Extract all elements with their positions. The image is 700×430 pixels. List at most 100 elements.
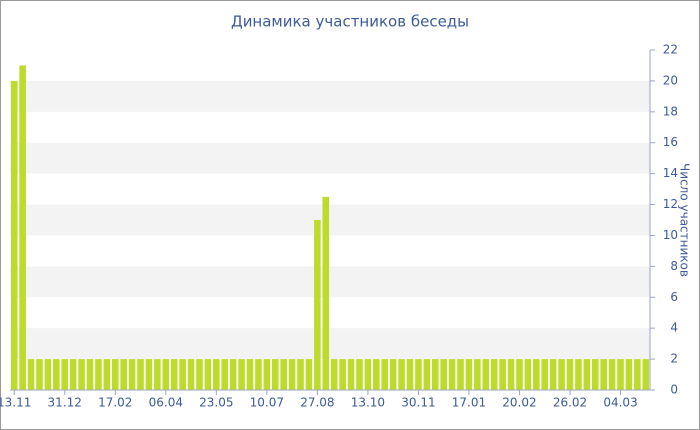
bar (305, 359, 313, 390)
bar (533, 359, 540, 390)
bar (499, 359, 506, 390)
bar (154, 359, 161, 390)
bar (634, 359, 641, 390)
bar (314, 220, 321, 390)
bar (27, 359, 35, 390)
bar (86, 359, 94, 390)
x-tick-label: 17.02 (98, 396, 132, 410)
y-tick-label: 4 (670, 321, 678, 335)
bar (415, 359, 422, 390)
bar (347, 359, 355, 390)
y-tick-label: 0 (670, 383, 678, 397)
bar (373, 359, 380, 390)
bar (575, 359, 582, 390)
bar (398, 359, 405, 390)
x-tick-label: 13.10 (351, 396, 385, 410)
bar (103, 359, 111, 390)
bar (364, 359, 372, 390)
x-tick-label: 31.12 (48, 396, 82, 410)
x-tick-label: 30.11 (401, 396, 435, 410)
chart-title: Динамика участников беседы (231, 13, 469, 31)
grid-band (10, 142, 650, 174)
y-tick-label: 12 (663, 197, 678, 211)
y-tick-label: 2 (670, 352, 678, 366)
x-tick-label: 20.02 (502, 396, 536, 410)
y-tick-label: 16 (663, 135, 678, 149)
bar (440, 359, 447, 390)
y-tick-label: 8 (670, 259, 678, 273)
bar (507, 359, 515, 390)
bar (406, 359, 414, 390)
y-axis-label: Число участников (678, 163, 692, 277)
x-tick-label: 17.01 (452, 396, 486, 410)
y-tick-label: 14 (663, 166, 678, 180)
x-tick-label: 23.05 (199, 396, 233, 410)
bar (465, 359, 473, 390)
bar (625, 359, 633, 390)
bar (179, 359, 186, 390)
bar (457, 359, 464, 390)
bar (170, 359, 178, 390)
bar (558, 359, 565, 390)
bar (516, 359, 523, 390)
bar (330, 359, 338, 390)
bar (549, 359, 557, 390)
bar (591, 359, 599, 390)
bar (431, 359, 439, 390)
bar (423, 359, 431, 390)
bar (221, 359, 229, 390)
x-tick-label: 10.07 (250, 396, 284, 410)
bar (36, 359, 43, 390)
bar (213, 359, 220, 390)
y-tick-label: 6 (670, 290, 678, 304)
bar (95, 359, 102, 390)
grid-band (10, 80, 650, 112)
bar (61, 359, 69, 390)
bar (44, 359, 52, 390)
bar (297, 359, 304, 390)
x-tick-label: 26.02 (553, 396, 587, 410)
bar (474, 359, 481, 390)
bar (19, 65, 26, 391)
bar (524, 359, 532, 390)
bar (356, 359, 363, 390)
bar (339, 359, 346, 390)
bar (448, 359, 456, 390)
bar (617, 359, 624, 390)
bar (246, 359, 254, 390)
bar (69, 359, 77, 390)
x-tick-label: 27.08 (300, 396, 334, 410)
bar (162, 359, 170, 390)
bar (204, 359, 212, 390)
bar (541, 359, 549, 390)
bar (583, 359, 591, 390)
bar (482, 359, 490, 390)
bar (187, 359, 195, 390)
bar (255, 359, 262, 390)
x-tick-label: 06.04 (149, 396, 183, 410)
bar (263, 359, 271, 390)
bar (608, 359, 616, 390)
grid-band (10, 328, 650, 360)
bar (238, 359, 245, 390)
bar (389, 359, 397, 390)
bar (271, 359, 279, 390)
bar (381, 359, 389, 390)
bar (145, 359, 153, 390)
bar (78, 359, 85, 390)
bar (642, 359, 650, 390)
y-tick-label: 22 (663, 43, 678, 57)
bar (10, 80, 18, 390)
bar (600, 359, 607, 390)
grid-band (10, 266, 650, 298)
bar (111, 359, 119, 390)
y-tick-label: 10 (663, 228, 678, 242)
bar (566, 359, 574, 390)
y-tick-label: 20 (663, 73, 678, 87)
bar (229, 359, 237, 390)
grid-band (10, 204, 650, 236)
y-tick-label: 18 (663, 104, 678, 118)
bar (196, 359, 203, 390)
bar (322, 196, 330, 390)
